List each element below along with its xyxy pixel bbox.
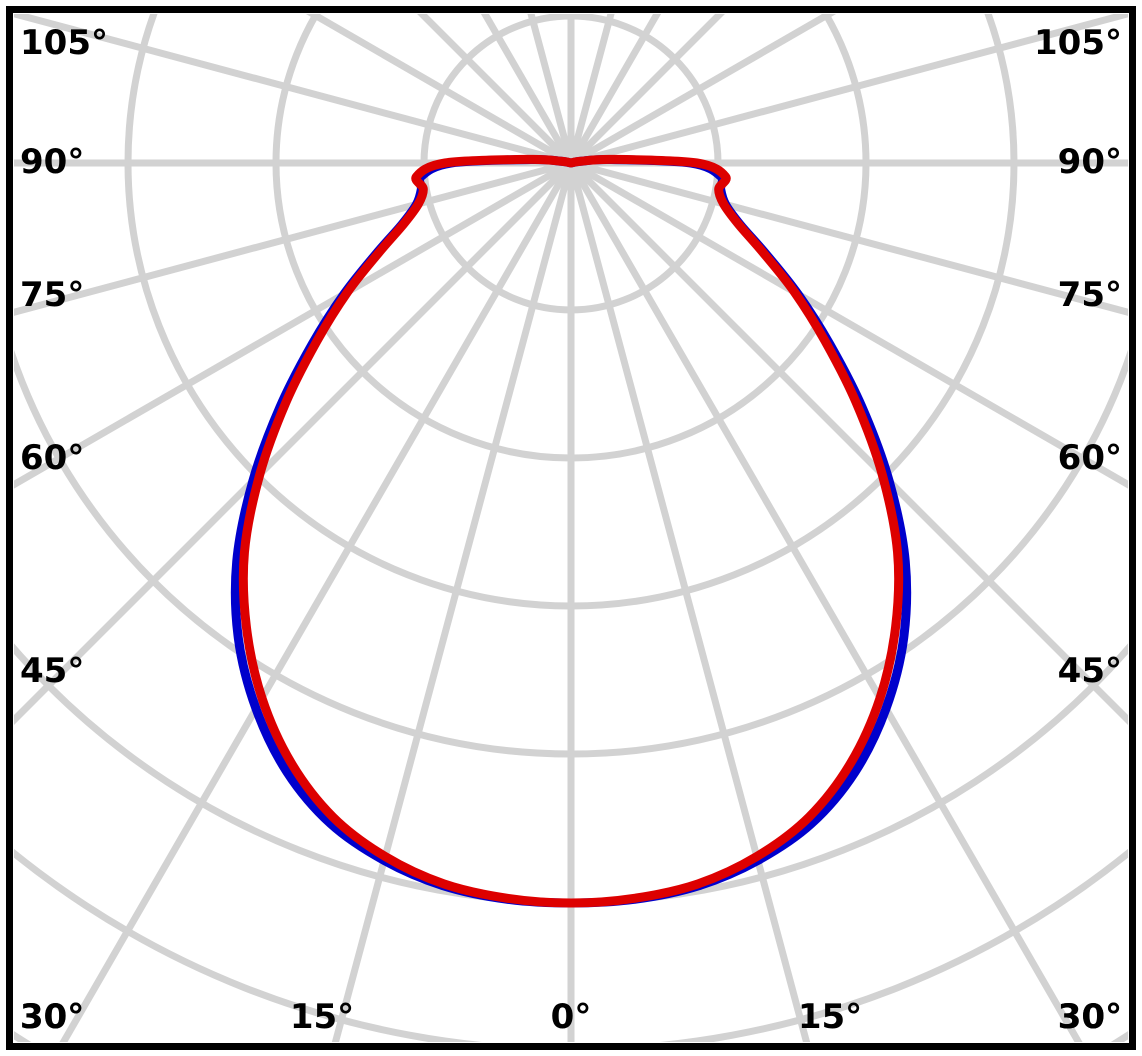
axis-label-bottom-4: 30° bbox=[1057, 997, 1123, 1037]
intensity-curve-c90-c270 bbox=[238, 154, 904, 908]
axis-label-left-4: 45° bbox=[20, 651, 85, 691]
angular-gridline-45 bbox=[568, 160, 1128, 725]
axis-label-left-3: 60° bbox=[20, 438, 85, 478]
axis-label-right-2: 75° bbox=[1057, 275, 1122, 315]
angular-gridline--75 bbox=[14, 159, 572, 316]
angular-gridline--15 bbox=[331, 162, 575, 1042]
axis-label-right-0: 105° bbox=[1034, 23, 1122, 63]
axis-label-bottom-3: 15° bbox=[797, 997, 863, 1037]
angular-gridline-120 bbox=[569, 14, 837, 167]
axis-label-right-5: 30° bbox=[1057, 997, 1122, 1037]
angular-gridline-105 bbox=[570, 14, 1128, 167]
axis-label-bottom-2: 0° bbox=[550, 997, 592, 1037]
angular-gridline--105 bbox=[14, 14, 572, 167]
axis-label-left-2: 75° bbox=[20, 275, 85, 315]
intensity-curves bbox=[230, 154, 912, 908]
axis-label-right-4: 45° bbox=[1057, 651, 1122, 691]
axis-label-bottom-1: 15° bbox=[289, 997, 355, 1037]
angular-gridline--30 bbox=[59, 161, 575, 1042]
angular-gridline-75 bbox=[570, 159, 1128, 316]
axis-label-bottom-0: 30° bbox=[19, 997, 85, 1037]
angular-gridline-15 bbox=[567, 162, 811, 1042]
angular-gridline-30 bbox=[567, 161, 1083, 1042]
angular-gridline-60 bbox=[569, 159, 1128, 489]
angular-gridline--45 bbox=[14, 160, 574, 725]
axis-label-left-1: 90° bbox=[20, 142, 85, 182]
axis-label-left-0: 105° bbox=[20, 23, 108, 63]
angular-gridline--60 bbox=[14, 159, 573, 489]
angular-gridline--120 bbox=[305, 14, 573, 167]
axis-label-right-1: 90° bbox=[1057, 142, 1122, 182]
axis-label-right-3: 60° bbox=[1057, 438, 1122, 478]
axis-label-left-5: 30° bbox=[20, 997, 85, 1037]
